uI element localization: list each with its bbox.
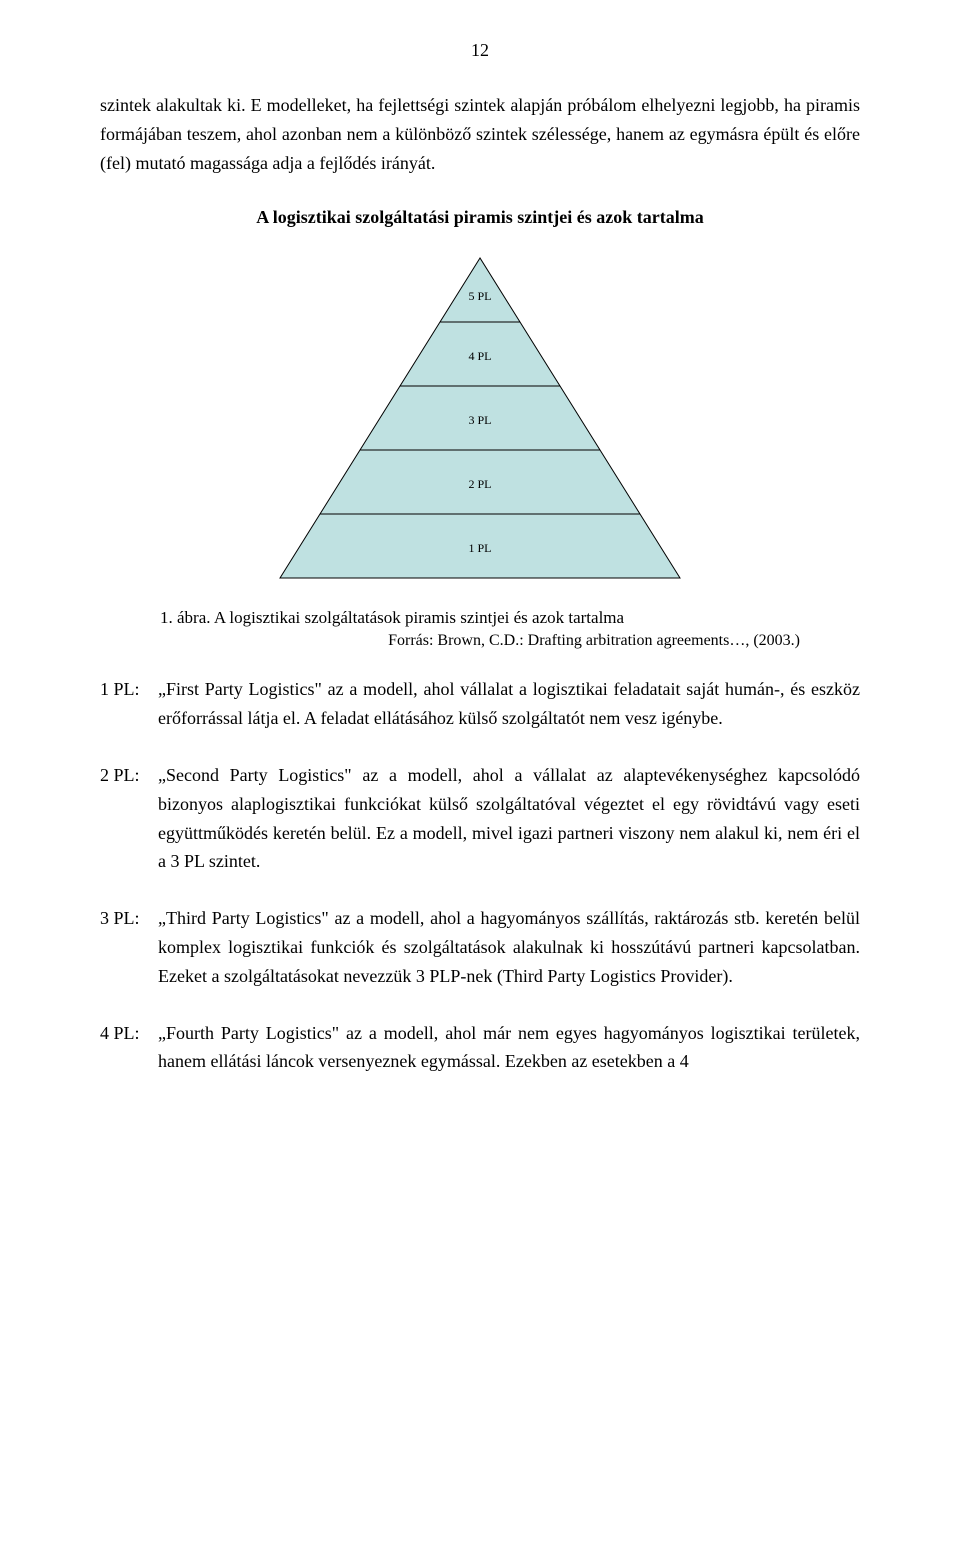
document-page: 12 szintek alakultak ki. E modelleket, h… xyxy=(0,0,960,1144)
pyramid-container: 5 PL 4 PL 3 PL 2 PL 1 PL xyxy=(100,248,860,588)
definition-label: 1 PL: xyxy=(100,675,158,733)
definition-label: 4 PL: xyxy=(100,1019,158,1077)
definition-text: „Fourth Party Logistics" az a modell, ah… xyxy=(158,1019,860,1077)
intro-paragraph: szintek alakultak ki. E modelleket, ha f… xyxy=(100,91,860,177)
definition-1pl: 1 PL: „First Party Logistics" az a model… xyxy=(100,675,860,733)
pyramid-label-1pl: 1 PL xyxy=(468,541,491,555)
pyramid-label-4pl: 4 PL xyxy=(468,349,491,363)
definition-label: 3 PL: xyxy=(100,904,158,990)
definition-text: „First Party Logistics" az a modell, aho… xyxy=(158,675,860,733)
definition-3pl: 3 PL: „Third Party Logistics" az a model… xyxy=(100,904,860,990)
definition-4pl: 4 PL: „Fourth Party Logistics" az a mode… xyxy=(100,1019,860,1077)
pyramid-diagram: 5 PL 4 PL 3 PL 2 PL 1 PL xyxy=(260,248,700,588)
pyramid-label-5pl: 5 PL xyxy=(468,289,491,303)
definition-text: „Third Party Logistics" az a modell, aho… xyxy=(158,904,860,990)
section-title: A logisztikai szolgáltatási piramis szin… xyxy=(100,207,860,228)
definition-2pl: 2 PL: „Second Party Logistics" az a mode… xyxy=(100,761,860,876)
definition-label: 2 PL: xyxy=(100,761,158,876)
pyramid-label-3pl: 3 PL xyxy=(468,413,491,427)
pyramid-label-2pl: 2 PL xyxy=(468,477,491,491)
figure-source: Forrás: Brown, C.D.: Drafting arbitratio… xyxy=(100,632,800,650)
page-number: 12 xyxy=(100,40,860,61)
figure-caption: 1. ábra. A logisztikai szolgáltatások pi… xyxy=(160,608,860,628)
definition-text: „Second Party Logistics" az a modell, ah… xyxy=(158,761,860,876)
